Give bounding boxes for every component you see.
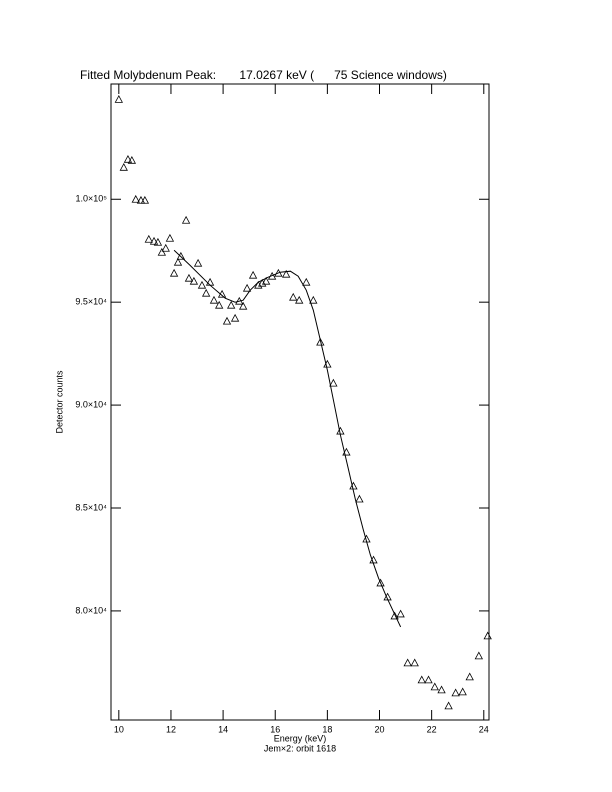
y-tick-label: 8.5×10⁴ bbox=[75, 502, 107, 512]
data-point bbox=[193, 258, 203, 267]
y-axis-label: Detector counts bbox=[54, 370, 64, 434]
data-point bbox=[114, 95, 123, 103]
y-tick-label: 8.0×10⁴ bbox=[75, 605, 107, 615]
data-point bbox=[153, 237, 163, 246]
data-point bbox=[282, 269, 291, 278]
data-point bbox=[295, 295, 304, 304]
y-tick-label: 9.0×10⁴ bbox=[75, 399, 107, 409]
y-tick-label: 9.5×10⁴ bbox=[75, 297, 107, 307]
data-point bbox=[316, 337, 325, 346]
data-point bbox=[222, 316, 232, 325]
data-point bbox=[140, 195, 150, 204]
data-point bbox=[458, 687, 467, 696]
fit-line bbox=[173, 249, 402, 628]
data-point bbox=[197, 280, 207, 289]
x-tick-label: 16 bbox=[270, 724, 280, 734]
data-point bbox=[248, 270, 258, 279]
data-point bbox=[274, 268, 283, 277]
data-point bbox=[169, 268, 179, 277]
data-point bbox=[261, 276, 271, 285]
data-point bbox=[173, 257, 183, 266]
data-point bbox=[424, 675, 433, 684]
data-point bbox=[258, 278, 267, 287]
data-point bbox=[289, 292, 298, 301]
x-tick-label: 12 bbox=[166, 724, 176, 734]
data-point bbox=[451, 688, 460, 697]
data-point bbox=[127, 155, 137, 164]
data-point bbox=[227, 300, 236, 309]
data-point bbox=[205, 277, 215, 286]
data-point bbox=[239, 301, 248, 310]
data-point bbox=[242, 283, 252, 292]
data-point bbox=[430, 682, 439, 691]
plot-frame bbox=[110, 83, 490, 721]
data-point bbox=[302, 277, 311, 286]
data-point bbox=[417, 675, 426, 684]
data-point bbox=[161, 243, 170, 252]
subtitle: Jem×2: orbit 1618 bbox=[264, 743, 336, 753]
data-point bbox=[165, 233, 175, 242]
y-tick-label: 1.0×10⁵ bbox=[75, 194, 107, 204]
data-point bbox=[396, 609, 405, 618]
x-tick-label: 22 bbox=[427, 724, 437, 734]
data-point bbox=[465, 672, 474, 681]
data-point bbox=[403, 658, 412, 667]
data-point bbox=[149, 236, 159, 245]
data-point bbox=[329, 378, 338, 387]
data-point bbox=[184, 273, 194, 282]
data-point bbox=[131, 194, 140, 203]
data-point bbox=[376, 578, 385, 587]
x-tick-label: 24 bbox=[479, 724, 489, 734]
data-point bbox=[201, 288, 211, 297]
data-point bbox=[230, 313, 240, 322]
data-point bbox=[444, 701, 453, 710]
data-point bbox=[215, 300, 224, 309]
data-point bbox=[157, 247, 167, 256]
x-axis-label: Energy (keV) bbox=[274, 733, 327, 743]
data-point bbox=[181, 215, 191, 224]
data-point bbox=[189, 276, 199, 285]
data-point bbox=[410, 658, 419, 667]
data-point bbox=[119, 162, 128, 171]
data-point bbox=[209, 295, 219, 304]
chart-title: Fitted Molybdenum Peak: 17.0267 keV ( 75… bbox=[80, 68, 447, 82]
data-point bbox=[355, 494, 364, 503]
data-point bbox=[123, 154, 133, 163]
x-tick-label: 14 bbox=[218, 724, 228, 734]
x-tick-label: 10 bbox=[114, 724, 124, 734]
data-point bbox=[349, 481, 358, 490]
data-point bbox=[144, 234, 153, 243]
data-point bbox=[474, 651, 484, 660]
data-point bbox=[254, 280, 263, 289]
x-tick-label: 18 bbox=[322, 724, 332, 734]
data-point bbox=[309, 295, 318, 304]
data-point bbox=[176, 251, 186, 260]
data-point bbox=[390, 611, 399, 620]
x-tick-label: 20 bbox=[375, 724, 385, 734]
data-point bbox=[437, 685, 446, 694]
data-point bbox=[483, 631, 492, 640]
